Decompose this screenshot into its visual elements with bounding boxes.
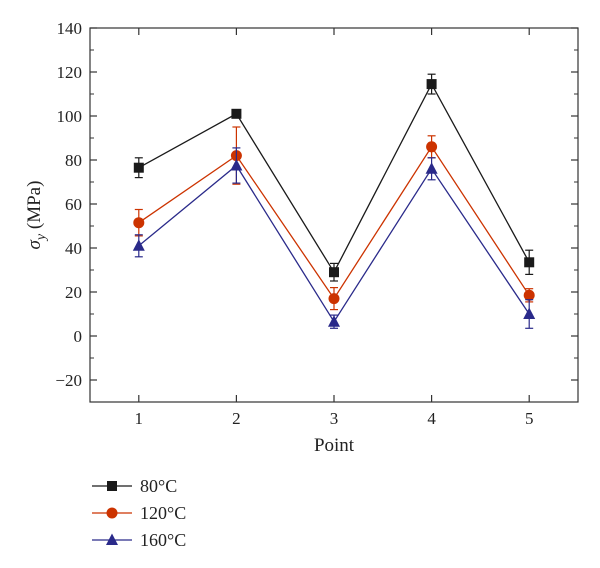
- y-tick-label: 80: [65, 151, 82, 170]
- x-tick-label: 4: [427, 409, 436, 428]
- data-point: [426, 141, 438, 153]
- y-tick-label: 0: [74, 327, 83, 346]
- y-tick-label: −20: [55, 371, 82, 390]
- data-point: [230, 159, 243, 171]
- legend: 80°C 120°C 160°C: [92, 476, 186, 550]
- data-point: [524, 257, 535, 268]
- x-tick-label: 2: [232, 409, 241, 428]
- y-axis-unit: (MPa): [24, 181, 45, 234]
- y-tick-label: 40: [65, 239, 82, 258]
- y-tick-label: 100: [57, 107, 83, 126]
- data-point: [425, 162, 438, 174]
- legend-label: 120°C: [140, 503, 186, 523]
- legend-marker: [106, 533, 118, 545]
- legend-marker: [107, 481, 117, 491]
- legend-item-2: 120°C: [92, 503, 186, 523]
- series-2: [133, 126, 535, 311]
- plot-frame: [89, 27, 579, 403]
- y-tick-label: 120: [57, 63, 83, 82]
- y-tick-label: 140: [57, 19, 83, 38]
- series-layer: [132, 73, 536, 329]
- data-point: [426, 79, 437, 90]
- data-point: [523, 289, 535, 301]
- legend-item-1: 80°C: [92, 476, 177, 496]
- series-1: [133, 73, 535, 282]
- y-axis-subscript: y: [34, 233, 49, 242]
- data-point: [329, 267, 339, 278]
- data-point: [231, 108, 242, 119]
- axes: −20 0 20 40 60 80 100 120 140 1 2 3 4 5: [55, 19, 578, 428]
- x-tick-label: 3: [330, 409, 339, 428]
- y-tick-label: 60: [65, 195, 82, 214]
- y-axis-symbol: σ: [24, 239, 45, 249]
- series-line: [138, 82, 530, 274]
- x-axis-title: Point: [314, 435, 355, 456]
- data-point: [133, 217, 145, 229]
- data-point: [328, 315, 340, 327]
- legend-label: 160°C: [140, 530, 186, 550]
- legend-marker: [106, 507, 118, 519]
- legend-label: 80°C: [140, 476, 177, 496]
- y-tick-label: 20: [65, 283, 82, 302]
- legend-item-3: 160°C: [92, 530, 186, 550]
- data-point: [132, 239, 145, 251]
- series-3: [132, 147, 536, 329]
- x-tick-label: 1: [135, 409, 144, 428]
- data-point: [523, 307, 536, 319]
- data-point: [133, 162, 144, 173]
- data-point: [328, 293, 340, 305]
- y-axis-title: σy (MPa): [24, 181, 49, 250]
- x-tick-label: 5: [525, 409, 534, 428]
